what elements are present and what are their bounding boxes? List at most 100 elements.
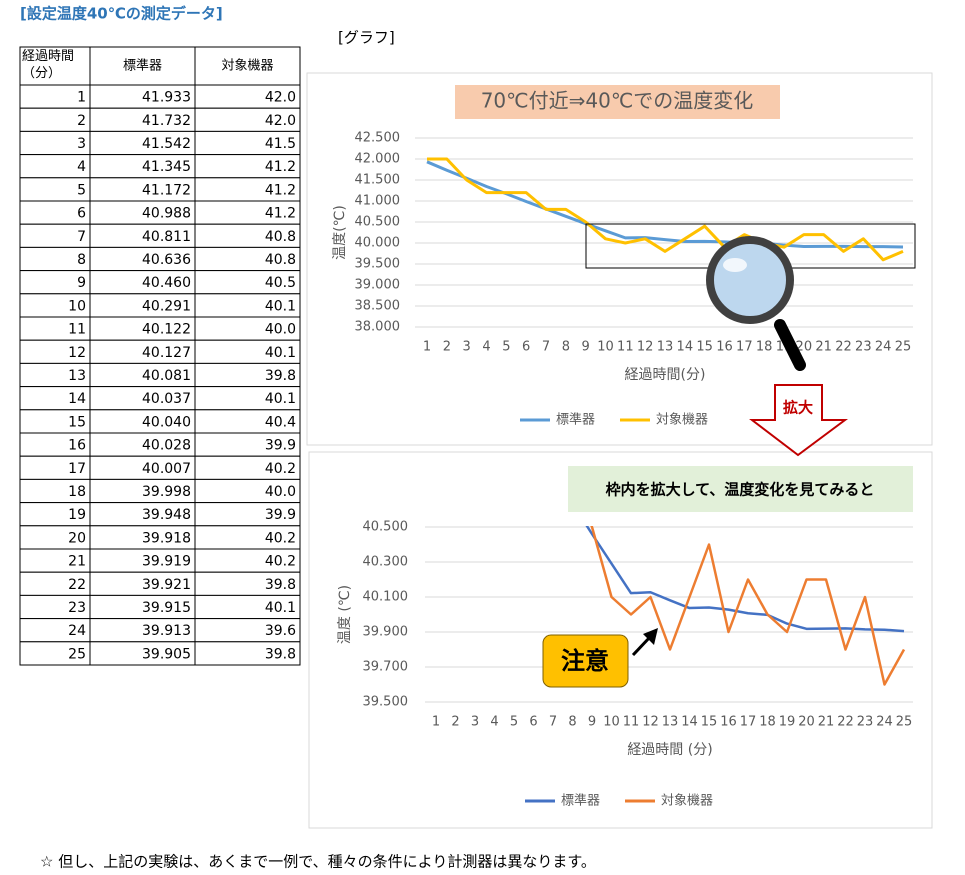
cell-text: 42.0 — [265, 90, 296, 106]
page-title: [設定温度40℃の測定データ] — [20, 5, 223, 23]
cell-text: 25 — [68, 646, 86, 662]
y-tick-label: 39.500 — [363, 695, 409, 710]
cell-text: 42.0 — [265, 113, 296, 129]
cell-text: 20 — [68, 530, 86, 546]
cell-text: 6 — [77, 206, 86, 222]
x-tick-label: 5 — [510, 715, 518, 730]
cell-text: 21 — [68, 554, 86, 570]
y-tick-label: 40.500 — [363, 520, 409, 535]
cell-text: 40.8 — [265, 229, 296, 245]
cell-text: 39.905 — [142, 646, 191, 662]
cell-text: 9 — [77, 275, 86, 291]
cell-text: 19 — [68, 507, 86, 523]
x-tick-label: 2 — [443, 340, 451, 355]
cell-text: 39.918 — [142, 530, 191, 546]
y-axis-label: 温度(℃) — [332, 205, 348, 260]
charts: 70℃付近⇒40℃での温度変化 38.000 38.500 39.000 39.500 4… — [332, 89, 913, 809]
y-tick-label: 39.700 — [363, 660, 409, 675]
y-tick-label: 41.000 — [355, 194, 401, 209]
header-wrap: 経過時間（分） — [22, 49, 75, 81]
x-tick-label: 24 — [875, 340, 892, 355]
cell-text: 2 — [77, 113, 86, 129]
header-cell — [19, 46, 91, 86]
cell-text: 39.9 — [265, 438, 296, 454]
cell-text: 39.948 — [142, 507, 191, 523]
x-tick-label: 20 — [798, 715, 815, 730]
cell-text: 1 — [77, 90, 86, 106]
cell-text: 5 — [77, 182, 86, 198]
cell-text: 40.8 — [265, 252, 296, 268]
series-line — [427, 157, 904, 262]
title-box — [455, 85, 780, 119]
header-text: 標準器 — [123, 58, 162, 74]
legend-label: 対象機器 — [656, 413, 708, 428]
cell-text: 39.919 — [142, 554, 191, 570]
cell-text: 39.8 — [265, 646, 296, 662]
x-tick-label: 17 — [736, 340, 753, 355]
x-tick-label: 24 — [876, 715, 893, 730]
footnote: ☆ 但し、上記の実験は、あくまで一例で、種々の条件により計測器は異なります。 — [40, 853, 596, 871]
x-tick-label: 3 — [471, 715, 479, 730]
x-tick-label: 16 — [720, 715, 737, 730]
cell-text: 39.9 — [265, 507, 296, 523]
cell-text: 39.8 — [265, 577, 296, 593]
cell-text: 40.2 — [265, 554, 296, 570]
legend-label: 対象機器 — [661, 794, 713, 809]
legend-label: 標準器 — [561, 793, 600, 809]
x-tick-label: 4 — [490, 715, 498, 730]
x-tick-label: 12 — [642, 715, 659, 730]
cell-text: 41.172 — [142, 182, 191, 198]
x-tick-label: 19 — [779, 715, 796, 730]
x-tick-label: 11 — [617, 340, 634, 355]
graph-label: [グラフ] — [338, 29, 395, 47]
x-tick-label: 11 — [623, 715, 640, 730]
x-tick-label: 13 — [657, 340, 674, 355]
zoom-arrow — [749, 384, 849, 457]
x-tick-label: 20 — [796, 340, 813, 355]
cell-text: 13 — [68, 368, 86, 384]
y-tick-label: 40.000 — [355, 236, 401, 251]
cell-text: 40.636 — [142, 252, 191, 268]
cell-text: 40.5 — [265, 275, 296, 291]
legend-label: 標準器 — [556, 412, 595, 428]
x-tick-label: 2 — [451, 715, 459, 730]
cell-text: 39.921 — [142, 577, 191, 593]
x-tick-label: 23 — [855, 340, 872, 355]
cell-text: 41.2 — [265, 206, 296, 222]
x-tick-label: 10 — [597, 340, 614, 355]
x-tick-label: 10 — [603, 715, 620, 730]
y-tick-label: 39.000 — [355, 278, 401, 293]
cell-text: 39.998 — [142, 484, 191, 500]
x-tick-label: 22 — [837, 715, 854, 730]
cell-text: 40.007 — [142, 461, 191, 477]
y-tick-label: 42.000 — [355, 152, 401, 167]
x-tick-label: 5 — [502, 340, 510, 355]
magnifier — [706, 236, 806, 371]
cell-text: 39.6 — [265, 623, 296, 639]
cell-text: 40.460 — [142, 275, 191, 291]
x-tick-label: 1 — [432, 715, 440, 730]
cell-text: 17 — [68, 461, 86, 477]
x-tick-label: 21 — [815, 340, 832, 355]
y-axis-label: 温度 (℃) — [337, 585, 353, 644]
y-tick-label: 39.900 — [363, 625, 409, 640]
x-tick-label: 4 — [482, 340, 490, 355]
cell-text: 15 — [68, 414, 86, 430]
x-tick-label: 16 — [716, 340, 733, 355]
cell-text: 11 — [68, 322, 86, 338]
cell-text: 40.1 — [265, 391, 296, 407]
cell-text: 39.915 — [142, 600, 191, 616]
cell-text: 40.1 — [265, 298, 296, 314]
cell-text: 40.811 — [142, 229, 191, 245]
cell-text: 40.040 — [142, 414, 191, 430]
cell-text: 41.345 — [142, 159, 191, 175]
y-tick-label: 42.500 — [355, 131, 401, 146]
chart-frame — [306, 72, 933, 446]
x-tick-label: 25 — [895, 340, 912, 355]
header-text: 経過時間（分） — [22, 49, 75, 81]
x-tick-label: 6 — [529, 715, 537, 730]
cell-text: 40.988 — [142, 206, 191, 222]
x-tick-label: 21 — [818, 715, 835, 730]
x-tick-label: 23 — [857, 715, 874, 730]
x-tick-label: 12 — [637, 340, 654, 355]
